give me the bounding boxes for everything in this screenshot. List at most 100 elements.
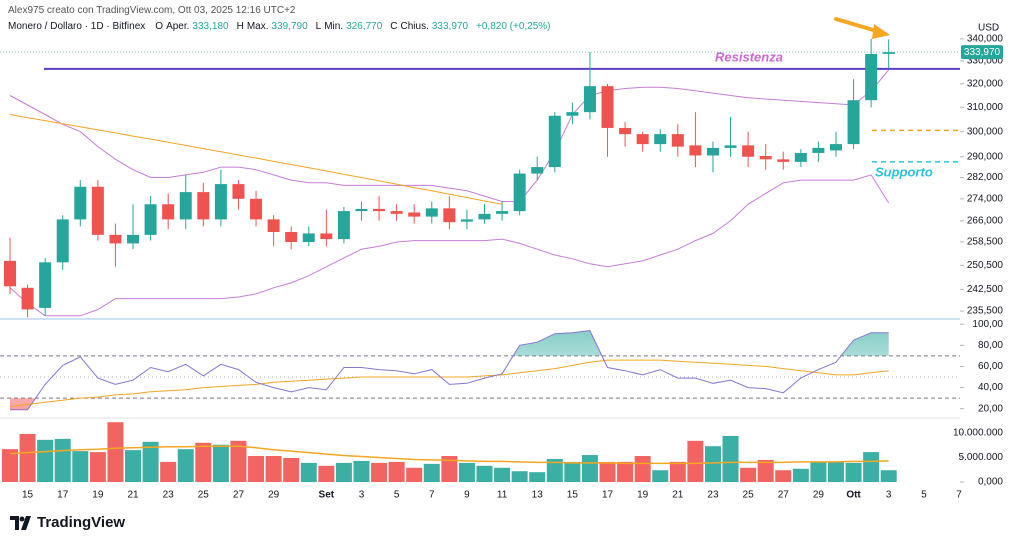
candle-body xyxy=(91,186,104,235)
y-tick-label: 100,00 xyxy=(972,319,1003,330)
volume-bar xyxy=(845,462,862,482)
y-tick-label: 242,500 xyxy=(967,284,1004,295)
candle-body xyxy=(496,211,509,214)
candle-body xyxy=(829,144,842,151)
candle-body xyxy=(21,287,34,310)
x-tick-label: 3 xyxy=(359,490,365,501)
arrow-head xyxy=(872,24,890,39)
candle-body xyxy=(320,233,333,240)
ohlc-value: 333,180 xyxy=(192,21,229,32)
x-tick-label: 19 xyxy=(637,490,649,501)
volume-bar xyxy=(441,456,458,482)
ohlc-label: Min. xyxy=(324,21,344,32)
ohlc-key: H xyxy=(236,21,244,32)
bollinger-band xyxy=(9,69,890,202)
candle-body xyxy=(689,145,702,156)
ohlc-value: 333,970 xyxy=(431,21,469,32)
volume-bar xyxy=(599,461,616,482)
x-tick-label: 7 xyxy=(956,490,962,501)
x-tick-label: 29 xyxy=(268,490,280,501)
volume-bar xyxy=(37,439,54,482)
volume-bar xyxy=(388,461,405,482)
x-tick-label: 5 xyxy=(394,490,400,501)
logo-icon xyxy=(10,515,31,530)
candle-body xyxy=(777,159,790,162)
author: Alex975 creato con TradingView.com, Ott … xyxy=(8,5,296,16)
volume-bar xyxy=(212,444,229,482)
x-tick-label: 15 xyxy=(567,490,579,501)
volume-bar xyxy=(177,449,194,482)
ohlc-key: C xyxy=(390,21,398,32)
candle-body xyxy=(179,192,192,220)
y-tick-label: 80,00 xyxy=(978,340,1003,351)
last-price-box xyxy=(961,45,1003,60)
candle-body xyxy=(478,213,491,220)
volume-bar xyxy=(827,461,844,482)
volume-bar xyxy=(318,465,335,482)
candle-body xyxy=(847,100,860,145)
candle-body xyxy=(706,147,719,156)
x-tick-label: 7 xyxy=(429,490,435,501)
candle-body xyxy=(39,262,52,308)
volume-bar xyxy=(476,465,493,482)
candle-body xyxy=(197,192,210,220)
ohlc-key: L xyxy=(315,21,322,32)
moving-average xyxy=(9,114,503,205)
volume-ma xyxy=(9,445,889,465)
candle-body xyxy=(566,112,579,116)
x-tick-label: 27 xyxy=(778,490,790,501)
ohlc-row: Monero / Dollaro · 1D · Bitfinex O Aper. 33… xyxy=(8,19,559,35)
volume-bar xyxy=(125,450,142,482)
x-tick-label: 9 xyxy=(464,490,470,501)
candle-body xyxy=(812,147,825,153)
volume-bar xyxy=(511,471,528,482)
candle-body xyxy=(759,156,772,160)
candle-body xyxy=(460,219,473,222)
volume-bar xyxy=(652,470,669,482)
candle-body xyxy=(742,145,755,157)
rsi-ma xyxy=(9,359,889,408)
candle-body xyxy=(56,219,69,263)
volume-bar xyxy=(89,452,106,482)
y-tick-label: 282,000 xyxy=(967,172,1004,183)
x-tick-label: 15 xyxy=(22,490,34,501)
x-tick-label: 17 xyxy=(57,490,69,501)
y-tick-label: 0,000 xyxy=(978,477,1003,488)
candle-body xyxy=(214,184,227,220)
y-tick-label: 340,000 xyxy=(967,34,1004,45)
x-tick-label: 23 xyxy=(707,490,719,501)
candle-body xyxy=(337,211,350,240)
change: +0,820 (+0,25%) xyxy=(476,21,551,32)
volume-bar xyxy=(195,442,212,482)
candle-body xyxy=(232,184,245,199)
level-label: Supporto xyxy=(875,164,933,179)
volume-bar xyxy=(300,462,317,482)
volume-bar xyxy=(634,456,651,482)
y-tick-label: 274,000 xyxy=(967,193,1004,204)
candle-body xyxy=(408,212,421,217)
volume-bar xyxy=(19,433,36,482)
y-tick-label: 258,500 xyxy=(967,237,1004,248)
candle-body xyxy=(548,115,561,168)
candle-body xyxy=(619,127,632,135)
candle-body xyxy=(513,173,526,212)
volume-bar xyxy=(142,441,159,482)
candle-body xyxy=(794,152,807,162)
y-tick-label: 310,000 xyxy=(967,102,1004,113)
volume-bar xyxy=(458,462,475,482)
logo: TradingView xyxy=(10,514,125,531)
candle-body xyxy=(390,211,403,214)
volume-bar xyxy=(704,446,721,482)
x-tick-label: 3 xyxy=(886,490,892,501)
volume-bar xyxy=(283,457,300,482)
ohlc-key: O xyxy=(155,21,164,32)
candle-body xyxy=(127,234,140,244)
candle-body xyxy=(285,232,298,242)
candle-body xyxy=(267,219,280,233)
volume-bar xyxy=(792,468,809,482)
volume-bar xyxy=(371,462,388,482)
bollinger-band xyxy=(9,174,890,317)
y-tick-label: 266,000 xyxy=(967,215,1004,226)
rsi-overbought-fill xyxy=(513,330,889,356)
x-tick-label: 21 xyxy=(127,490,139,501)
